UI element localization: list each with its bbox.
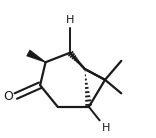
Text: O: O <box>3 90 13 103</box>
Text: H: H <box>66 15 74 25</box>
Text: H: H <box>102 123 110 133</box>
Polygon shape <box>26 49 46 63</box>
